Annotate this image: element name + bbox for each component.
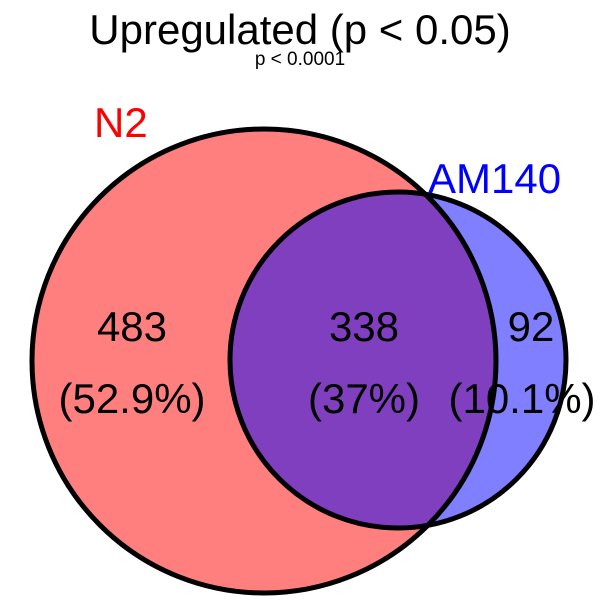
region-percent-n2-only: (52.9%) [58, 375, 205, 422]
region-count-n2-only: 483 [97, 303, 167, 350]
diagram-subtitle: p < 0.0001 [255, 49, 345, 70]
region-count-am140-only: 92 [508, 303, 555, 350]
region-count-overlap: 338 [329, 303, 399, 350]
n2-set-outline [29, 126, 499, 596]
diagram-title: Upregulated (p < 0.05) [89, 6, 510, 53]
set-label-am140: AM140 [428, 155, 561, 202]
region-percent-am140-only: (10.1%) [448, 375, 595, 422]
set-label-n2: N2 [94, 99, 148, 146]
am140-set-outline [227, 189, 569, 531]
region-percent-overlap: (37%) [308, 375, 420, 422]
